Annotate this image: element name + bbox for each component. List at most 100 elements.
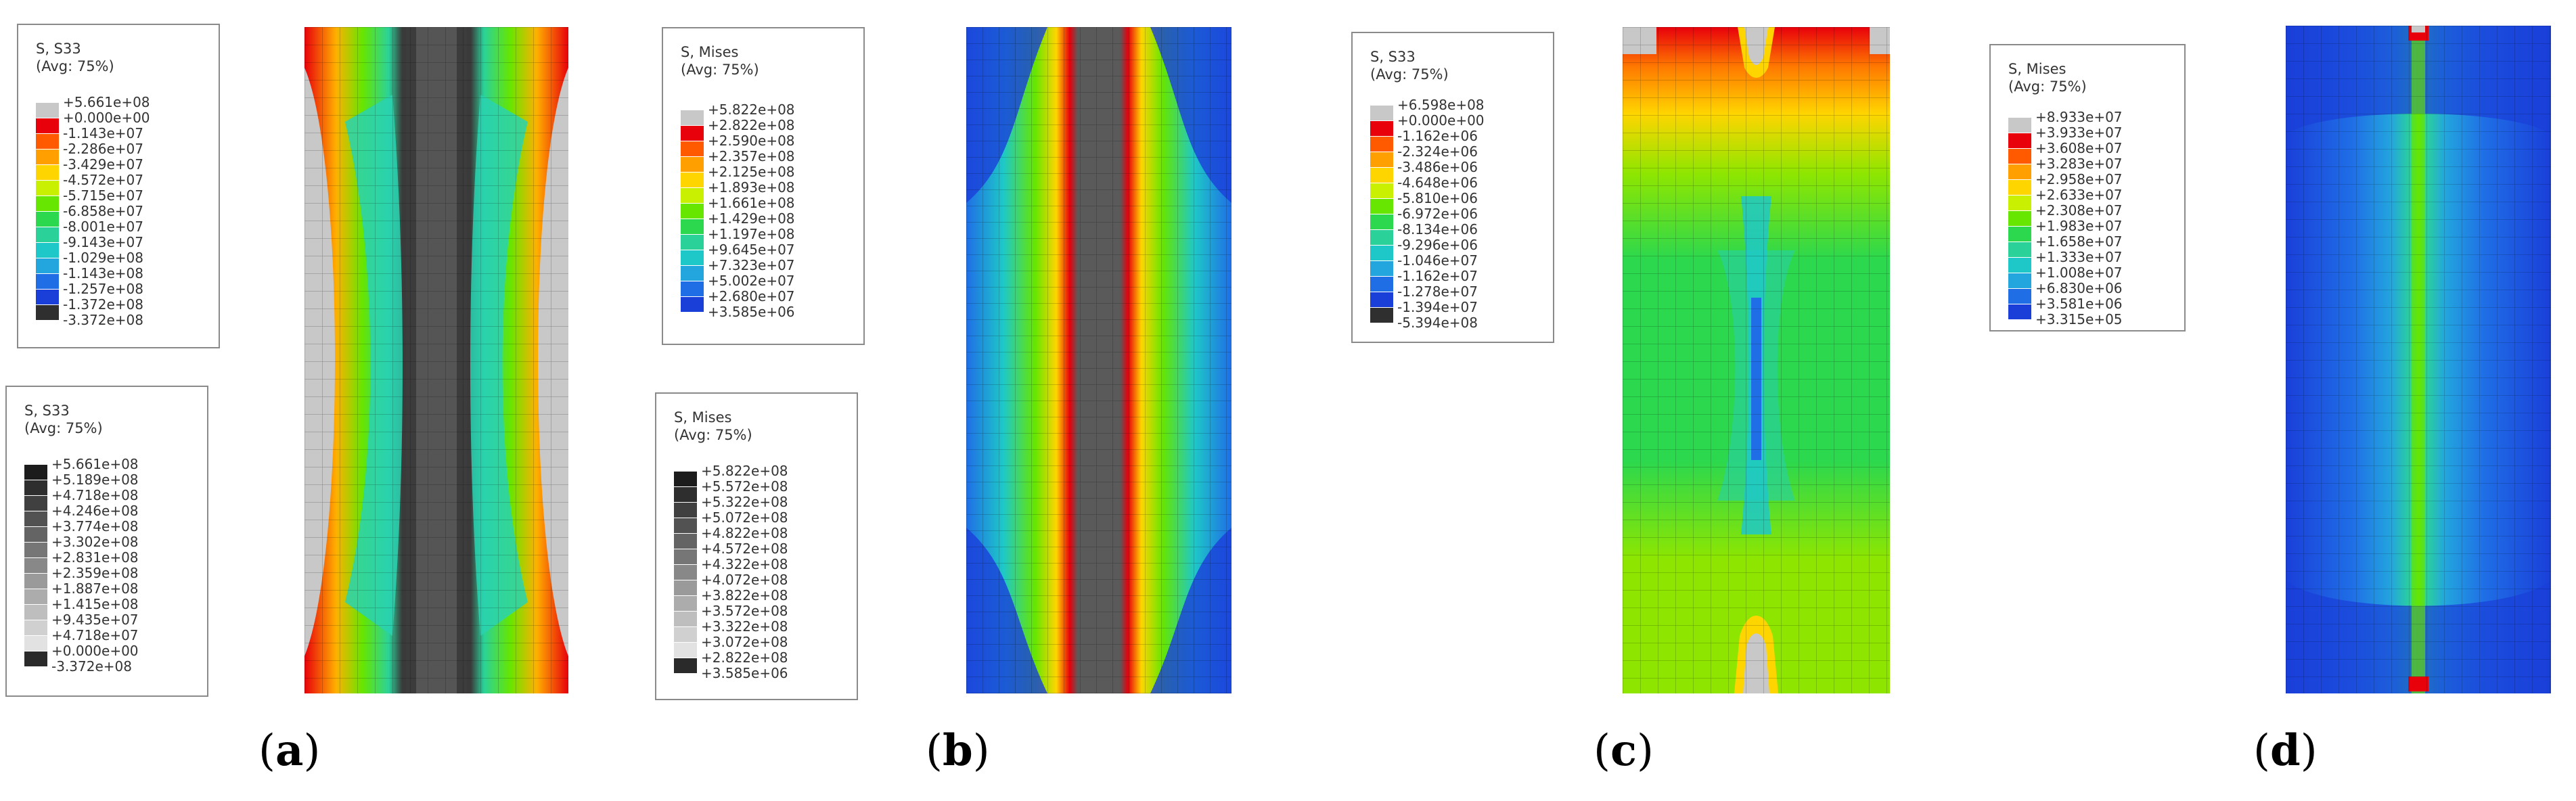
legend-swatch [681, 235, 704, 250]
legend-tick-label: -9.296e+06 [1397, 237, 1478, 253]
legend-avg: (Avg: 75%) [36, 58, 114, 74]
legend-swatch [681, 188, 704, 203]
legend-tick-label: +5.572e+08 [701, 478, 788, 495]
legend-tick-label: +3.585e+06 [708, 304, 795, 320]
legend-swatch [681, 204, 704, 219]
legend-avg: (Avg: 75%) [674, 427, 752, 443]
legend-tick-label: -2.324e+06 [1397, 143, 1478, 160]
legend-swatch [681, 297, 704, 312]
legend-avg: (Avg: 75%) [1370, 66, 1449, 83]
legend-tick-label: +5.822e+08 [708, 101, 795, 118]
legend-swatch [36, 212, 59, 227]
legend-b-mises-color: S, Mises (Avg: 75%) +5.822e+08 +2.822e+08… [662, 27, 865, 345]
legend-tick-label: +2.359e+08 [51, 565, 139, 581]
legend-tick-label: -6.972e+06 [1397, 206, 1478, 222]
legend-title: S, S33 [24, 403, 70, 419]
panel-label-b: (b) [926, 725, 990, 776]
legend-title: S, Mises [681, 44, 739, 60]
legend-tick-label: +2.831e+08 [51, 549, 139, 566]
legend-swatch [2008, 196, 2031, 210]
legend-tick-label: -1.143e+08 [63, 265, 143, 281]
legend-swatch [36, 258, 59, 273]
legend-swatch [674, 487, 697, 502]
contour-plot-c [1623, 27, 1890, 693]
legend-tick-label: -8.134e+06 [1397, 221, 1478, 237]
legend-tick-label: +1.887e+08 [51, 580, 139, 597]
legend-tick-label: +2.822e+08 [701, 649, 788, 666]
legend-swatch [674, 596, 697, 611]
legend-swatch [1370, 121, 1393, 136]
legend-tick-label: +5.002e+07 [708, 273, 795, 289]
legend-swatch [2008, 149, 2031, 164]
legend-tick-label: +1.415e+08 [51, 596, 139, 612]
legend-c-s33-color: S, S33 (Avg: 75%) +6.598e+08 +0.000e+00 -1… [1351, 32, 1554, 343]
legend-tick-label: +4.718e+07 [51, 627, 139, 643]
legend-swatch [681, 157, 704, 172]
legend-tick-label: +5.661e+08 [51, 456, 139, 472]
legend-swatch [681, 141, 704, 156]
legend-swatch [2008, 118, 2031, 133]
legend-swatch [2008, 211, 2031, 226]
contour-plot-d [2286, 26, 2551, 693]
legend-tick-label: +5.822e+08 [701, 463, 788, 479]
legend-swatch [1370, 292, 1393, 307]
legend-swatch [2008, 164, 2031, 179]
legend-tick-label: +1.893e+08 [708, 179, 795, 196]
legend-swatch [2008, 258, 2031, 273]
legend-tick-label: +5.661e+08 [63, 94, 150, 110]
legend-swatch [24, 511, 47, 526]
legend-tick-label: -1.029e+08 [63, 250, 143, 266]
legend-tick-label: -4.572e+07 [63, 172, 143, 188]
legend-swatch [1370, 183, 1393, 198]
panel-label-d: (d) [2253, 725, 2318, 776]
legend-swatch [674, 627, 697, 642]
legend-tick-label: +1.333e+07 [2035, 249, 2123, 265]
legend-tick-label: -4.648e+06 [1397, 175, 1478, 191]
legend-avg: (Avg: 75%) [2008, 78, 2087, 95]
legend-swatch [674, 565, 697, 580]
legend-swatch [681, 250, 704, 265]
legend-swatch [2008, 227, 2031, 242]
legend-swatch [24, 605, 47, 620]
legend-swatch [2008, 273, 2031, 288]
legend-swatch [2008, 289, 2031, 304]
legend-avg: (Avg: 75%) [681, 62, 759, 78]
legend-swatch [681, 173, 704, 187]
legend-tick-label: +5.322e+08 [701, 494, 788, 510]
legend-swatch [36, 134, 59, 149]
legend-tick-label: +3.822e+08 [701, 587, 788, 603]
legend-tick-label: -3.372e+08 [51, 658, 132, 674]
legend-tick-label: +3.572e+08 [701, 603, 788, 619]
legend-tick-label: +8.933e+07 [2035, 109, 2123, 125]
legend-tick-label: -5.810e+06 [1397, 190, 1478, 206]
legend-title: S, S33 [36, 41, 81, 57]
legend-swatch [36, 290, 59, 304]
legend-tick-label: +4.572e+08 [701, 541, 788, 557]
legend-tick-label: +9.435e+07 [51, 612, 139, 628]
legend-swatch [1370, 106, 1393, 120]
legend-swatch [674, 503, 697, 518]
legend-swatch [674, 580, 697, 595]
legend-tick-label: +4.246e+08 [51, 503, 139, 519]
legend-swatch [1370, 199, 1393, 214]
legend-tick-label: +1.008e+07 [2035, 265, 2123, 281]
legend-swatch [36, 103, 59, 118]
legend-swatch [24, 480, 47, 495]
legend-tick-label: +5.189e+08 [51, 472, 139, 488]
legend-tick-label: +1.197e+08 [708, 226, 795, 242]
legend-swatch [2008, 242, 2031, 257]
legend-tick-label: +7.323e+07 [708, 257, 795, 273]
legend-swatch [1370, 214, 1393, 229]
legend-swatch [36, 274, 59, 289]
legend-tick-label: -1.372e+08 [63, 296, 143, 313]
legend-swatch [2008, 304, 2031, 319]
legend-tick-label: +2.357e+08 [708, 148, 795, 164]
legend-tick-label: +1.661e+08 [708, 195, 795, 211]
contour-plot-a [304, 27, 568, 693]
legend-tick-label: +2.633e+07 [2035, 187, 2123, 203]
legend-tick-label: +3.933e+07 [2035, 124, 2123, 141]
legend-swatch [674, 658, 697, 673]
legend-tick-label: +6.598e+08 [1397, 97, 1485, 113]
legend-swatch [1370, 152, 1393, 167]
legend-tick-label: +3.283e+07 [2035, 156, 2123, 172]
